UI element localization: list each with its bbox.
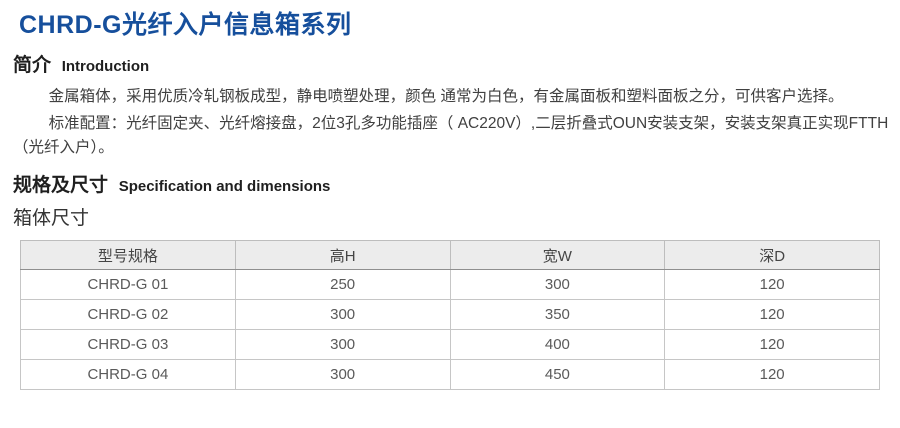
table-cell-width: 400	[449, 329, 666, 360]
table-cell-height: 300	[234, 299, 451, 330]
table-row: CHRD-G 03 300 400 120	[20, 329, 880, 360]
table-row: CHRD-G 04 300 450 120	[20, 359, 880, 390]
intro-heading-en: Introduction	[61, 58, 150, 75]
spec-section-heading: 规格及尺寸 Specification and dimensions	[13, 172, 890, 199]
table-cell-width: 450	[449, 359, 666, 390]
table-cell-height: 300	[234, 359, 451, 390]
table-row: CHRD-G 02 300 350 120	[20, 299, 880, 330]
table-header-row: 型号规格 高H 宽W 深D	[20, 240, 880, 270]
table-cell-model: CHRD-G 02	[20, 299, 236, 330]
box-dimensions-subheading: 箱体尺寸	[13, 208, 90, 229]
intro-section-heading: 简介 Introduction	[13, 52, 890, 79]
table-cell-depth: 120	[664, 329, 880, 360]
intro-paragraph-1: 金属箱体，采用优质冷轧钢板成型，静电喷塑处理，颜色 通常为白色，有金属面板和塑料…	[48, 88, 844, 105]
page-title: CHRD-G光纤入户信息箱系列	[19, 11, 352, 39]
table-cell-depth: 120	[664, 359, 880, 390]
table-cell-model: CHRD-G 01	[20, 269, 236, 300]
table-cell-model: CHRD-G 03	[20, 329, 236, 360]
table-header-cell-model: 型号规格	[20, 240, 236, 270]
catalog-page: CHRD-G光纤入户信息箱系列 简介 Introduction 金属箱体，采用优…	[13, 11, 890, 390]
intro-paragraph-2: 标准配置：光纤固定夹、光纤熔接盘，2位3孔多功能插座（ AC220V）,二层折叠…	[13, 115, 889, 156]
table-cell-width: 300	[449, 269, 666, 300]
spec-heading-en: Specification and dimensions	[118, 178, 331, 195]
intro-heading-zh: 简介	[13, 55, 52, 76]
spec-table: 型号规格 高H 宽W 深D CHRD-G 01 250 300 120 CHRD…	[20, 240, 880, 390]
table-cell-depth: 120	[664, 299, 880, 330]
table-cell-model: CHRD-G 04	[20, 359, 236, 390]
table-header-cell-depth: 深D	[664, 240, 880, 270]
table-row: CHRD-G 01 250 300 120	[20, 269, 880, 300]
table-cell-height: 300	[234, 329, 451, 360]
table-cell-width: 350	[449, 299, 666, 330]
table-header-cell-width: 宽W	[449, 240, 666, 270]
spec-heading-zh: 规格及尺寸	[13, 175, 109, 196]
table-header-cell-height: 高H	[234, 240, 451, 270]
table-cell-height: 250	[234, 269, 451, 300]
table-cell-depth: 120	[664, 269, 880, 300]
